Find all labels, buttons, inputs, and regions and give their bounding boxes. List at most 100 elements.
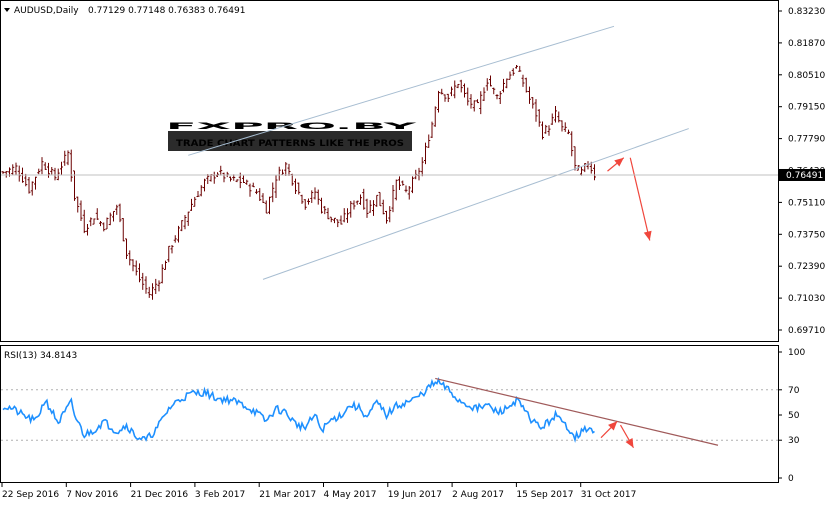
price-bar: [401, 180, 405, 186]
price-bar: [550, 113, 554, 125]
price-bar: [95, 208, 99, 220]
price-bar: [294, 178, 297, 194]
price-bar: [531, 97, 535, 109]
x-tick-label: 2 Aug 2017: [452, 490, 504, 500]
x-tick-label: 3 Feb 2017: [195, 490, 245, 500]
price-y-tick-label: 0.73750: [788, 230, 825, 240]
price-bar: [544, 124, 548, 134]
rsi-line: [2, 377, 595, 443]
price-bar: [437, 90, 440, 113]
price-bar: [154, 278, 158, 295]
price-bar: [86, 223, 89, 236]
price-bar: [570, 131, 574, 157]
price-bar: [375, 194, 379, 207]
price-bar: [112, 210, 115, 222]
price-bar: [537, 109, 541, 127]
price-bar: [190, 198, 193, 211]
price-bar: [453, 80, 457, 99]
x-tick-label: 21 Mar 2017: [259, 490, 316, 500]
price-bar: [79, 200, 83, 221]
price-bar: [336, 219, 340, 228]
price-bar: [118, 203, 122, 223]
price-bar: [199, 185, 203, 197]
price-bar: [349, 200, 353, 218]
price-bar: [502, 78, 505, 93]
price-bar: [489, 75, 492, 87]
rsi-panel-frame: [0, 345, 779, 483]
price-bar: [4, 171, 8, 178]
price-bar: [229, 176, 232, 182]
price-bar: [60, 161, 63, 175]
price-bar: [573, 146, 577, 171]
price-bar: [287, 163, 291, 176]
watermark-slogan-bar: [168, 131, 412, 151]
price-bar: [411, 176, 414, 194]
price-bar: [34, 176, 37, 190]
current-price-label: 0.76491: [786, 171, 823, 181]
price-bar: [398, 176, 401, 190]
price-y-tick-label: 0.79150: [788, 103, 825, 113]
price-bar: [420, 157, 424, 177]
rsi-plot: [1, 377, 778, 449]
price-bar: [440, 88, 444, 95]
price-bar: [66, 150, 70, 166]
price-bar: [264, 200, 268, 214]
price-bar: [342, 208, 346, 223]
price-bar: [40, 157, 44, 175]
price-bar: [222, 172, 226, 183]
price-bar: [355, 200, 359, 205]
price-bar: [443, 94, 447, 102]
price-bar: [30, 181, 34, 196]
price-bar: [108, 212, 112, 226]
forecast-down-arrow-head: [643, 230, 652, 241]
rsi-forecast-down-arrow: [619, 424, 635, 449]
price-bar: [320, 197, 323, 214]
price-bar: [469, 94, 473, 109]
price-bar: [482, 87, 486, 101]
price-bar: [151, 283, 154, 300]
x-tick-label: 31 Oct 2017: [581, 490, 637, 500]
rsi-forecast-up-arrow-head: [608, 421, 618, 431]
price-bar: [427, 134, 431, 148]
price-bar: [157, 280, 161, 292]
x-tick-label: 4 May 2017: [324, 490, 377, 500]
symbol-label: AUDUSD,Daily: [14, 6, 79, 16]
price-bar: [248, 183, 252, 197]
price-bar: [138, 263, 141, 283]
price-bar: [466, 87, 470, 106]
price-bar: [147, 286, 151, 298]
price-bar: [534, 99, 538, 122]
price-bar: [362, 188, 366, 210]
price-bar: [274, 174, 278, 199]
rsi-forecast-up-arrow: [600, 420, 618, 439]
price-bar: [255, 189, 258, 195]
forecast-down-arrow: [629, 157, 652, 241]
price-bar: [251, 182, 255, 188]
price-bar: [89, 217, 93, 227]
price-bar: [102, 222, 106, 232]
price-bar: [271, 182, 275, 203]
price-plot: [1, 25, 689, 300]
price-y-tick-label: 0.72390: [788, 262, 825, 272]
rsi-forecast-down-arrow-head: [625, 437, 634, 448]
price-y-tick-label: 0.69710: [788, 326, 825, 336]
price-bar: [524, 77, 528, 93]
price-bar: [125, 238, 128, 259]
price-bar: [50, 167, 54, 175]
price-bar: [326, 207, 330, 220]
price-bar: [27, 177, 31, 194]
rsi-y-tick-label: 70: [788, 386, 800, 396]
dropdown-triangle-icon[interactable]: [4, 8, 10, 12]
price-bar: [203, 178, 206, 192]
price-bar: [560, 120, 564, 132]
price-bar: [99, 220, 102, 227]
price-bar: [219, 165, 223, 176]
price-y-tick-label: 0.81870: [788, 39, 825, 49]
price-bar: [300, 194, 304, 204]
rsi-trendline: [435, 377, 719, 446]
price-bar: [388, 206, 392, 223]
price-bar: [589, 161, 593, 174]
price-bar: [394, 179, 398, 201]
price-bar: [134, 260, 138, 276]
